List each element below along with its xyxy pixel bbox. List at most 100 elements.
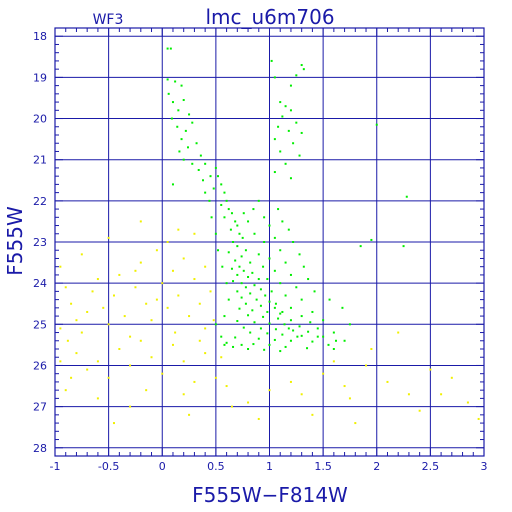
yellow-point — [386, 380, 389, 383]
green-point — [307, 278, 310, 281]
green-point — [170, 117, 173, 120]
green-point — [302, 68, 305, 71]
green-point — [281, 115, 284, 118]
green-point — [166, 47, 169, 50]
green-point — [257, 337, 260, 340]
green-point — [289, 339, 292, 342]
green-point — [359, 245, 362, 248]
x-tick-label: 2.5 — [422, 460, 440, 473]
green-point — [295, 121, 298, 124]
green-point — [277, 208, 280, 211]
green-point — [279, 312, 282, 315]
green-point — [247, 348, 250, 350]
green-point — [227, 251, 230, 254]
green-point — [262, 265, 265, 268]
chart-title: lmc_u6m706 — [205, 5, 334, 29]
green-point — [284, 345, 287, 348]
green-point — [298, 325, 301, 328]
green-point — [244, 286, 247, 289]
green-point — [220, 203, 223, 206]
green-point — [332, 348, 335, 350]
green-point — [177, 109, 180, 112]
green-point — [238, 307, 241, 310]
green-point — [300, 315, 303, 318]
green-point — [236, 224, 239, 227]
y-axis-label: F555W — [3, 206, 27, 276]
green-point — [223, 216, 226, 219]
yellow-point — [332, 360, 335, 363]
green-point — [262, 315, 265, 318]
green-point — [296, 335, 299, 338]
green-point — [273, 138, 276, 141]
green-point — [232, 280, 235, 283]
x-tick-label: 1 — [266, 460, 273, 473]
green-point — [328, 298, 331, 301]
green-point — [273, 236, 276, 239]
x-tick-label: 1.5 — [314, 460, 332, 473]
green-point — [268, 343, 271, 346]
green-point — [227, 298, 230, 301]
yellow-point — [107, 376, 110, 379]
yellow-series — [59, 220, 480, 425]
yellow-point — [230, 405, 233, 408]
green-point — [263, 216, 266, 219]
green-point — [298, 154, 301, 157]
green-point — [263, 241, 266, 243]
green-point — [270, 290, 273, 293]
yellow-point — [204, 327, 207, 330]
yellow-point — [365, 364, 368, 367]
green-point — [273, 171, 276, 174]
green-point — [295, 74, 298, 77]
green-point — [334, 339, 337, 342]
green-point — [232, 241, 235, 243]
green-point — [266, 332, 269, 335]
green-point — [284, 105, 287, 108]
green-point — [277, 317, 280, 320]
axes: -1 -0.5 0 0.5 1 1.5 2 2.5 3 18 19 20 21 22 23 24 25 26 27 2… — [33, 27, 488, 473]
x-axis-label: F555W−F814W — [192, 483, 348, 507]
yellow-point — [322, 372, 325, 375]
green-point — [255, 298, 258, 301]
green-point — [257, 199, 260, 202]
green-point — [176, 125, 179, 128]
green-point — [191, 121, 194, 124]
green-point — [289, 319, 292, 322]
green-point — [268, 300, 271, 303]
green-point — [307, 330, 310, 333]
green-point — [266, 278, 269, 281]
green-point — [249, 331, 252, 334]
green-point — [300, 131, 303, 134]
yellow-point — [166, 306, 169, 309]
green-point — [316, 335, 319, 338]
yellow-point — [155, 249, 158, 252]
green-point — [259, 327, 262, 330]
yellow-point — [59, 360, 62, 363]
data-points — [59, 47, 480, 425]
yellow-point — [193, 380, 196, 383]
yellow-point — [66, 339, 69, 342]
green-point — [279, 282, 282, 285]
green-point — [247, 275, 250, 278]
yellow-point — [139, 339, 142, 342]
green-point — [221, 265, 224, 268]
yellow-point — [64, 286, 67, 289]
yellow-point — [177, 294, 180, 297]
green-point — [252, 208, 255, 211]
green-point — [263, 348, 266, 351]
yellow-point — [257, 417, 260, 420]
green-point — [214, 166, 217, 169]
green-point — [223, 191, 226, 194]
green-point — [227, 208, 230, 211]
y-tick-label: 27 — [33, 401, 47, 414]
green-point — [311, 310, 314, 313]
yellow-point — [134, 286, 137, 289]
y-tick-label: 19 — [33, 71, 47, 84]
yellow-point — [129, 405, 132, 408]
green-point — [251, 271, 254, 274]
yellow-point — [150, 319, 153, 322]
yellow-point — [188, 413, 191, 416]
green-point — [230, 212, 233, 215]
green-point — [241, 236, 244, 239]
green-point — [370, 238, 373, 241]
